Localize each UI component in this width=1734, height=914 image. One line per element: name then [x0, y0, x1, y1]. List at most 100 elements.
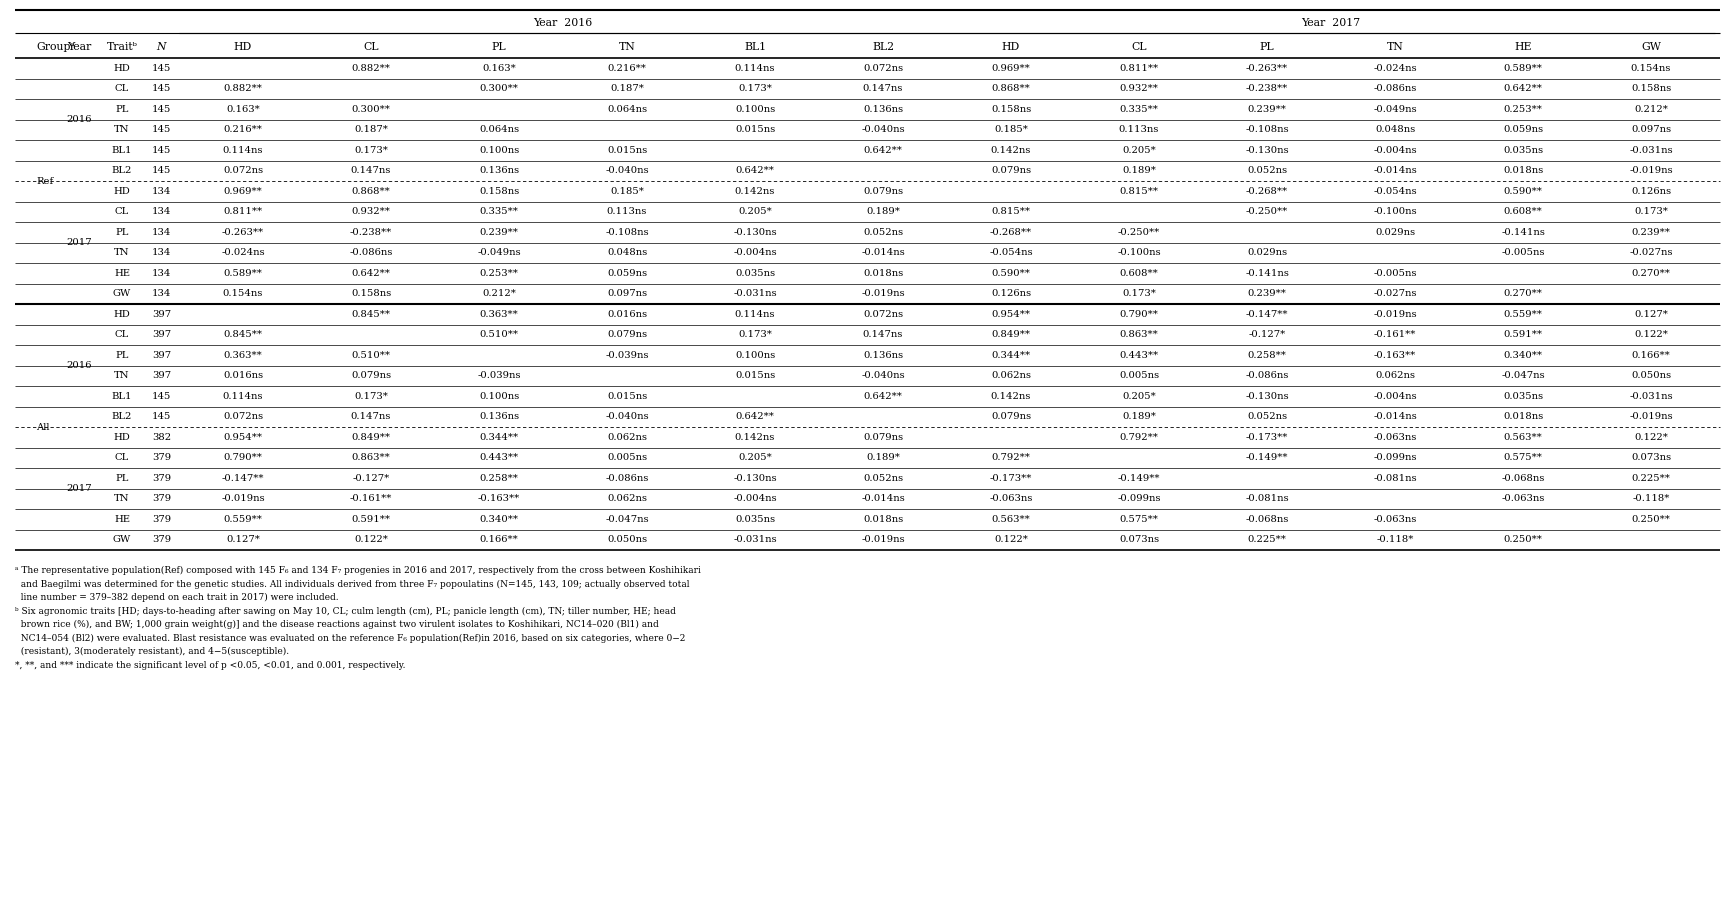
Text: 0.052ns: 0.052ns [1247, 412, 1287, 421]
Text: 0.173*: 0.173* [354, 145, 388, 154]
Text: 0.142ns: 0.142ns [990, 145, 1032, 154]
Text: 0.187*: 0.187* [354, 125, 388, 134]
Text: 0.018ns: 0.018ns [1503, 412, 1543, 421]
Text: 0.147ns: 0.147ns [864, 330, 903, 339]
Text: 0.097ns: 0.097ns [1632, 125, 1672, 134]
Text: -0.004ns: -0.004ns [1373, 145, 1417, 154]
Text: 0.163*: 0.163* [482, 64, 517, 73]
Text: -0.130ns: -0.130ns [733, 228, 777, 237]
Text: -0.141ns: -0.141ns [1502, 228, 1545, 237]
Text: 0.790**: 0.790** [224, 453, 262, 462]
Text: 0.363**: 0.363** [224, 351, 262, 360]
Text: BL2: BL2 [872, 42, 895, 52]
Text: 134: 134 [151, 186, 172, 196]
Text: 0.015ns: 0.015ns [607, 392, 647, 400]
Text: N: N [156, 42, 166, 52]
Text: 0.205*: 0.205* [1122, 392, 1157, 400]
Text: -0.063ns: -0.063ns [990, 494, 1033, 504]
Text: -0.130ns: -0.130ns [1245, 145, 1288, 154]
Text: -0.040ns: -0.040ns [605, 412, 649, 421]
Text: 0.142ns: 0.142ns [735, 432, 775, 441]
Text: 0.792**: 0.792** [1120, 432, 1158, 441]
Text: -0.019ns: -0.019ns [222, 494, 265, 504]
Text: 0.559**: 0.559** [1503, 310, 1543, 319]
Text: HD: HD [1002, 42, 1020, 52]
Text: 0.205*: 0.205* [739, 207, 772, 217]
Text: -0.263**: -0.263** [222, 228, 264, 237]
Text: -0.147**: -0.147** [222, 473, 264, 483]
Text: 0.642**: 0.642** [735, 166, 775, 175]
Text: -0.268**: -0.268** [1247, 186, 1288, 196]
Text: BL1: BL1 [111, 145, 132, 154]
Text: 0.792**: 0.792** [992, 453, 1030, 462]
Text: 0.250**: 0.250** [1632, 515, 1670, 524]
Text: 0.590**: 0.590** [992, 269, 1030, 278]
Text: -0.268**: -0.268** [990, 228, 1032, 237]
Text: 0.189*: 0.189* [865, 453, 900, 462]
Text: 0.344**: 0.344** [992, 351, 1030, 360]
Text: BL2: BL2 [111, 166, 132, 175]
Text: -0.049ns: -0.049ns [1373, 105, 1417, 113]
Text: 0.059ns: 0.059ns [607, 269, 647, 278]
Text: 0.048ns: 0.048ns [1375, 125, 1415, 134]
Text: 0.015ns: 0.015ns [607, 145, 647, 154]
Text: 0.270**: 0.270** [1503, 289, 1543, 298]
Text: 397: 397 [153, 351, 172, 360]
Text: CL: CL [362, 42, 378, 52]
Text: -0.086ns: -0.086ns [1373, 84, 1417, 93]
Text: 0.300**: 0.300** [352, 105, 390, 113]
Text: 0.100ns: 0.100ns [479, 392, 518, 400]
Text: 0.163*: 0.163* [225, 105, 260, 113]
Text: 0.189*: 0.189* [1122, 412, 1157, 421]
Text: 0.216**: 0.216** [607, 64, 647, 73]
Text: 0.064ns: 0.064ns [607, 105, 647, 113]
Text: 0.212*: 0.212* [482, 289, 517, 298]
Text: 0.018ns: 0.018ns [864, 269, 903, 278]
Text: TN: TN [1387, 42, 1403, 52]
Text: 0.059ns: 0.059ns [1503, 125, 1543, 134]
Text: 0.563**: 0.563** [1503, 432, 1542, 441]
Text: line number = 379–382 depend on each trait in 2017) were included.: line number = 379–382 depend on each tra… [16, 593, 338, 602]
Text: 0.062ns: 0.062ns [1375, 371, 1415, 380]
Text: 145: 145 [151, 392, 172, 400]
Text: -0.250**: -0.250** [1245, 207, 1288, 217]
Text: -0.127*: -0.127* [352, 473, 390, 483]
Text: 0.062ns: 0.062ns [992, 371, 1032, 380]
Text: 0.225**: 0.225** [1247, 536, 1287, 544]
Text: 0.122*: 0.122* [1633, 432, 1668, 441]
Text: CL: CL [114, 453, 128, 462]
Text: 134: 134 [151, 289, 172, 298]
Text: 0.100ns: 0.100ns [735, 105, 775, 113]
Text: 0.016ns: 0.016ns [224, 371, 264, 380]
Text: -0.049ns: -0.049ns [477, 249, 520, 257]
Text: 0.642**: 0.642** [1503, 84, 1543, 93]
Text: BL1: BL1 [111, 392, 132, 400]
Text: 2017: 2017 [66, 484, 92, 493]
Text: Traitᵇ: Traitᵇ [106, 42, 137, 52]
Text: 0.205*: 0.205* [739, 453, 772, 462]
Text: Year  2016: Year 2016 [534, 18, 593, 28]
Text: -0.027ns: -0.027ns [1373, 289, 1417, 298]
Text: TN: TN [114, 249, 130, 257]
Text: -0.161**: -0.161** [1373, 330, 1417, 339]
Text: 0.126ns: 0.126ns [1632, 186, 1672, 196]
Text: 0.815**: 0.815** [1120, 186, 1158, 196]
Text: -0.019ns: -0.019ns [1373, 310, 1417, 319]
Text: -0.014ns: -0.014ns [1373, 166, 1417, 175]
Text: 0.340**: 0.340** [480, 515, 518, 524]
Text: 0.064ns: 0.064ns [479, 125, 518, 134]
Text: 2017: 2017 [66, 238, 92, 247]
Text: 0.173*: 0.173* [1122, 289, 1157, 298]
Text: All: All [36, 422, 50, 431]
Text: HD: HD [114, 432, 130, 441]
Text: 0.072ns: 0.072ns [864, 310, 903, 319]
Text: PL: PL [116, 105, 128, 113]
Text: 0.845**: 0.845** [224, 330, 262, 339]
Text: 0.018ns: 0.018ns [1503, 166, 1543, 175]
Text: 0.016ns: 0.016ns [607, 310, 647, 319]
Text: 397: 397 [153, 371, 172, 380]
Text: 0.185*: 0.185* [610, 186, 643, 196]
Text: 0.062ns: 0.062ns [607, 432, 647, 441]
Text: 0.363**: 0.363** [480, 310, 518, 319]
Text: 0.100ns: 0.100ns [735, 351, 775, 360]
